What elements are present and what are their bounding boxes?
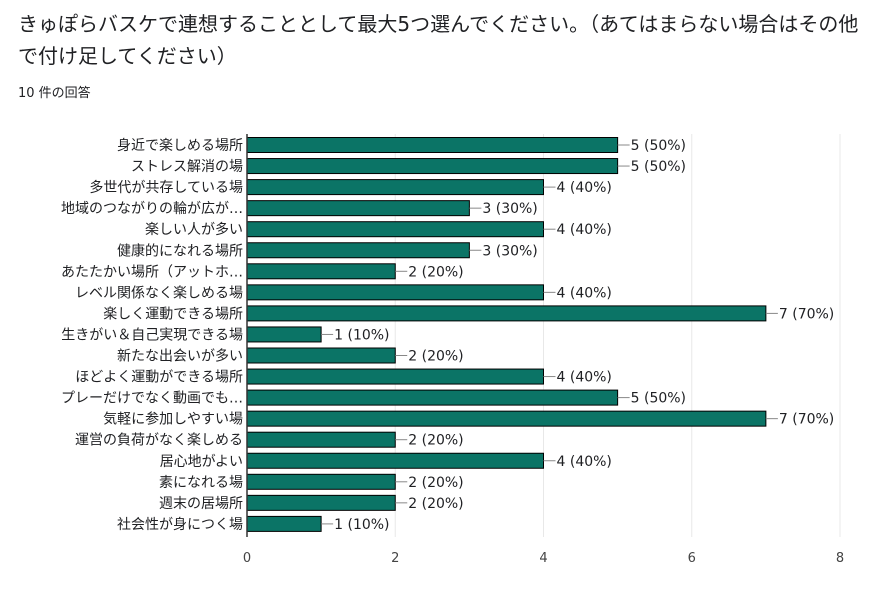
data-label: 2 (20%) xyxy=(408,496,463,512)
bar xyxy=(246,242,470,259)
bar xyxy=(246,158,619,175)
question-title: きゅぽらバスケで連想することとして最大5つ選んでください。（あてはまらない場合は… xyxy=(18,12,859,68)
x-tick-labels: 0 2 4 6 8 xyxy=(243,551,844,566)
category-label: 居心地がよい xyxy=(160,454,243,470)
bar xyxy=(246,305,767,322)
bar xyxy=(246,179,544,196)
category-label: 生きがい＆自己実現できる場 xyxy=(61,327,243,343)
data-label: 5 (50%) xyxy=(631,159,686,175)
data-label: 7 (70%) xyxy=(779,306,834,322)
bar xyxy=(246,221,544,238)
category-label: 楽しく運動できる場所 xyxy=(103,306,243,322)
x-tick-label: 4 xyxy=(539,551,547,566)
bar xyxy=(246,347,396,364)
category-label: 身近で楽しめる場所 xyxy=(117,138,243,154)
data-label: 4 (40%) xyxy=(557,285,612,301)
data-label: 2 (20%) xyxy=(408,349,463,365)
category-label: 運営の負荷がなく楽しめる xyxy=(75,433,243,449)
data-label: 3 (30%) xyxy=(482,201,537,217)
data-label: 2 (20%) xyxy=(408,264,463,280)
bar xyxy=(246,200,470,217)
bar xyxy=(246,452,544,469)
data-label: 5 (50%) xyxy=(631,138,686,154)
data-label: 2 (20%) xyxy=(408,475,463,491)
category-label: ストレス解消の場 xyxy=(131,159,243,175)
x-tick-label: 8 xyxy=(836,551,844,566)
data-label: 1 (10%) xyxy=(334,327,389,343)
data-label: 4 (40%) xyxy=(557,370,612,386)
category-label: レベル関係なく楽しめる場 xyxy=(75,285,243,301)
bar xyxy=(246,431,396,448)
category-label: 新たな出会いが多い xyxy=(117,348,243,365)
x-tick-label: 0 xyxy=(243,551,251,566)
x-tick-label: 6 xyxy=(688,551,696,566)
bar xyxy=(246,410,767,427)
bar xyxy=(246,368,544,385)
category-label: ほどよく運動ができる場所 xyxy=(75,370,243,386)
data-label: 7 (70%) xyxy=(779,412,834,428)
bar xyxy=(246,515,322,532)
bar xyxy=(246,389,619,406)
x-tick-label: 2 xyxy=(391,551,399,566)
bar xyxy=(246,494,396,511)
data-label: 4 (40%) xyxy=(557,454,612,470)
category-label: 週末の居場所 xyxy=(159,496,243,512)
category-label: 社会性が身につく場 xyxy=(117,517,243,533)
category-label: 健康的になれる場所 xyxy=(117,242,243,259)
response-count: 10 件の回答 xyxy=(18,86,91,101)
category-label: 多世代が共存している場 xyxy=(89,179,243,196)
category-label: 楽しい人が多い xyxy=(145,221,243,238)
bar xyxy=(246,473,396,490)
category-label: あたたかい場所（アットホ… xyxy=(61,264,243,280)
category-label: 素になれる場 xyxy=(159,475,243,491)
bar xyxy=(246,284,544,301)
bar xyxy=(246,137,619,153)
data-label: 2 (20%) xyxy=(408,433,463,449)
data-label: 3 (30%) xyxy=(482,243,537,259)
data-label: 5 (50%) xyxy=(631,391,686,407)
bar xyxy=(246,326,322,343)
category-label: プレーだけでなく動画でも… xyxy=(61,391,243,407)
data-label: 4 (40%) xyxy=(557,222,612,238)
bar xyxy=(246,263,396,280)
category-labels: 身近で楽しめる場所ストレス解消の場多世代が共存している場地域のつながりの輪が広が… xyxy=(61,138,243,533)
data-label: 1 (10%) xyxy=(334,517,389,533)
category-label: 気軽に参加しやすい場 xyxy=(103,411,243,428)
category-label: 地域のつながりの輪が広が… xyxy=(61,200,243,217)
data-label: 4 (40%) xyxy=(557,180,612,196)
data-labels: 5 (50%) 5 (50%) 4 (40%) 3 (30%) 4 (40%) 3 (30… xyxy=(321,138,834,533)
